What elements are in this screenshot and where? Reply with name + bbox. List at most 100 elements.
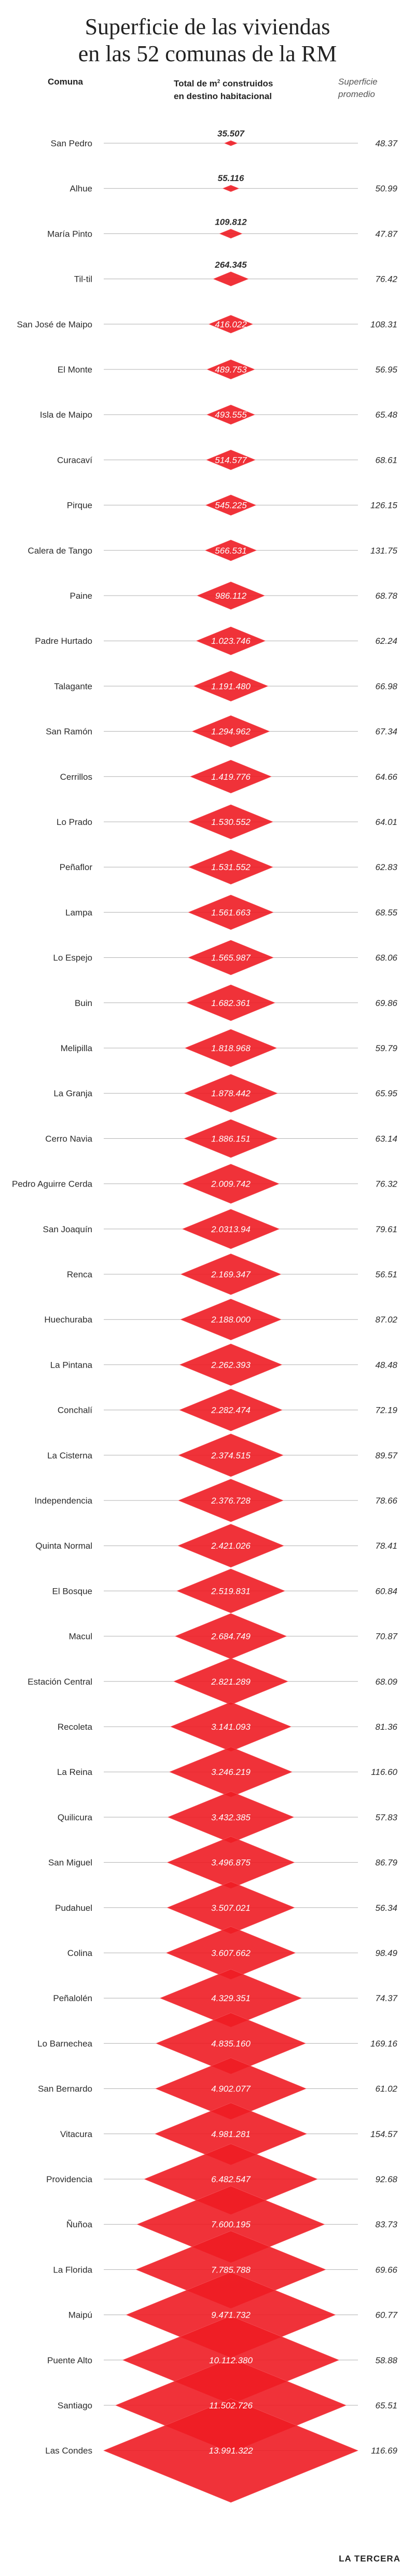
total-value-label: 416.022 <box>215 320 247 329</box>
comuna-label: Curacaví <box>57 455 92 465</box>
total-value-label: 1.191.480 <box>211 681 251 691</box>
superficie-value-label: 72.19 <box>375 1406 397 1415</box>
total-value-label: 1.561.663 <box>211 907 251 917</box>
total-value-label: 566.531 <box>215 546 246 556</box>
superficie-value-label: 68.55 <box>375 907 397 917</box>
total-value-label: 3.607.662 <box>211 1948 251 1958</box>
header-total-line2: en destino habitacional <box>174 91 272 101</box>
diamond-mark <box>206 405 255 425</box>
total-value-label: 3.507.021 <box>211 1903 251 1913</box>
total-value-label: 4.835.160 <box>211 2038 251 2048</box>
comuna-label: San Miguel <box>48 1858 92 1868</box>
superficie-value-label: 74.37 <box>375 1993 397 2003</box>
total-value-label: 2.009.742 <box>211 1179 251 1189</box>
comuna-label: Las Condes <box>45 2446 92 2456</box>
comuna-label: Talagante <box>54 681 92 691</box>
total-value-label: 1.818.968 <box>211 1043 251 1053</box>
comuna-label: La Reina <box>57 1767 93 1777</box>
superficie-value-label: 68.09 <box>375 1677 397 1687</box>
comuna-label: Cerrillos <box>60 772 92 782</box>
diamond-mark <box>191 715 270 748</box>
header-comuna: Comuna <box>48 77 83 87</box>
comuna-label: Quinta Normal <box>35 1541 92 1551</box>
total-value-label: 1.565.987 <box>211 953 251 963</box>
comuna-label: El Monte <box>58 365 92 375</box>
diamond-mark <box>170 1702 292 1752</box>
superficie-value-label: 108.31 <box>370 320 397 329</box>
comuna-label: Peñalolén <box>53 1993 92 2003</box>
superficie-value-label: 57.83 <box>375 1812 397 1822</box>
comuna-label: San Ramón <box>46 727 92 737</box>
comuna-label: San José de Maipo <box>17 320 92 329</box>
diamond-mark <box>188 894 274 930</box>
comuna-label: El Bosque <box>52 1586 93 1596</box>
comuna-label: Conchalí <box>58 1406 92 1415</box>
diamond-mark <box>184 1074 278 1113</box>
superficie-value-label: 68.78 <box>375 591 397 601</box>
chart-title: Superficie de las viviendas en las 52 co… <box>0 13 415 67</box>
superficie-value-label: 68.61 <box>375 455 397 465</box>
total-value-label: 493.555 <box>215 410 247 420</box>
superficie-value-label: 56.34 <box>375 1903 397 1913</box>
diamond-mark <box>193 670 269 701</box>
superficie-value-label: 63.14 <box>375 1134 397 1144</box>
header-superficie-line2: promedio <box>338 89 375 99</box>
total-value-label: 13.991.322 <box>209 2446 253 2456</box>
comuna-label: Independencia <box>34 1496 92 1506</box>
total-value-label: 2.169.347 <box>211 1270 251 1279</box>
diamond-mark <box>204 540 257 561</box>
diamond-mark <box>188 804 273 839</box>
comuna-label: Alhue <box>70 184 92 194</box>
superficie-value-label: 65.95 <box>375 1089 397 1098</box>
header-total: Total de m2 construidos en destino habit… <box>174 76 298 103</box>
diamond-mark <box>186 984 275 1021</box>
diamond-mark <box>173 1658 288 1705</box>
diamond-mark <box>180 1299 282 1341</box>
diamond-mark <box>179 1343 283 1386</box>
diamond-mark <box>180 1253 282 1295</box>
superficie-value-label: 65.51 <box>375 2401 397 2410</box>
comuna-label: La Florida <box>53 2265 92 2275</box>
comuna-label: Huechuraba <box>44 1315 92 1325</box>
diamond-mark <box>222 185 240 192</box>
superficie-value-label: 78.41 <box>375 1541 397 1551</box>
diamond-mark <box>184 1029 278 1067</box>
diamond-mark <box>174 1613 287 1659</box>
total-value-label: 489.753 <box>215 365 247 375</box>
total-value-label: 3.496.875 <box>211 1858 251 1868</box>
comuna-label: Renca <box>67 1270 93 1279</box>
diamond-mark <box>176 1568 285 1614</box>
superficie-value-label: 64.01 <box>375 817 397 827</box>
diamond-mark <box>219 229 243 239</box>
la-tercera-logo: LA TERCERA <box>339 2554 400 2564</box>
diamond-mark <box>206 449 256 470</box>
comuna-label: Colina <box>67 1948 93 1958</box>
comuna-label: Macul <box>69 1632 92 1642</box>
total-value-label: 2.374.515 <box>211 1451 251 1461</box>
total-value-label: 2.0313.94 <box>211 1224 251 1234</box>
superficie-value-label: 68.06 <box>375 953 397 963</box>
comuna-label: Santiago <box>58 2401 92 2410</box>
comuna-label: Lo Espejo <box>53 953 92 963</box>
header-superficie: Superficie promedio <box>338 76 400 101</box>
diamond-mark <box>182 1209 280 1249</box>
comuna-label: Estación Central <box>27 1677 92 1687</box>
superficie-value-label: 89.57 <box>375 1451 397 1461</box>
superficie-value-label: 116.69 <box>371 2446 397 2456</box>
total-value-label: 1.531.552 <box>211 862 251 872</box>
total-value-label: 264.345 <box>214 260 247 270</box>
total-value-label: 1.530.552 <box>211 817 251 827</box>
total-value-label: 6.482.547 <box>211 2174 251 2184</box>
superficie-value-label: 154.57 <box>370 2129 398 2139</box>
diamond-mark <box>155 2058 307 2120</box>
total-value-label: 1.682.361 <box>211 998 251 1008</box>
comuna-label: Maipú <box>68 2310 92 2320</box>
superficie-value-label: 81.36 <box>375 1722 397 1732</box>
comuna-label: Vitacura <box>60 2129 93 2139</box>
superficie-value-label: 83.73 <box>375 2220 397 2229</box>
total-value-label: 2.519.831 <box>211 1586 251 1596</box>
comuna-label: Melipilla <box>61 1043 93 1053</box>
superficie-value-label: 92.68 <box>375 2174 397 2184</box>
total-value-label: 2.421.026 <box>211 1541 251 1551</box>
diamond-mark <box>156 2013 306 2074</box>
